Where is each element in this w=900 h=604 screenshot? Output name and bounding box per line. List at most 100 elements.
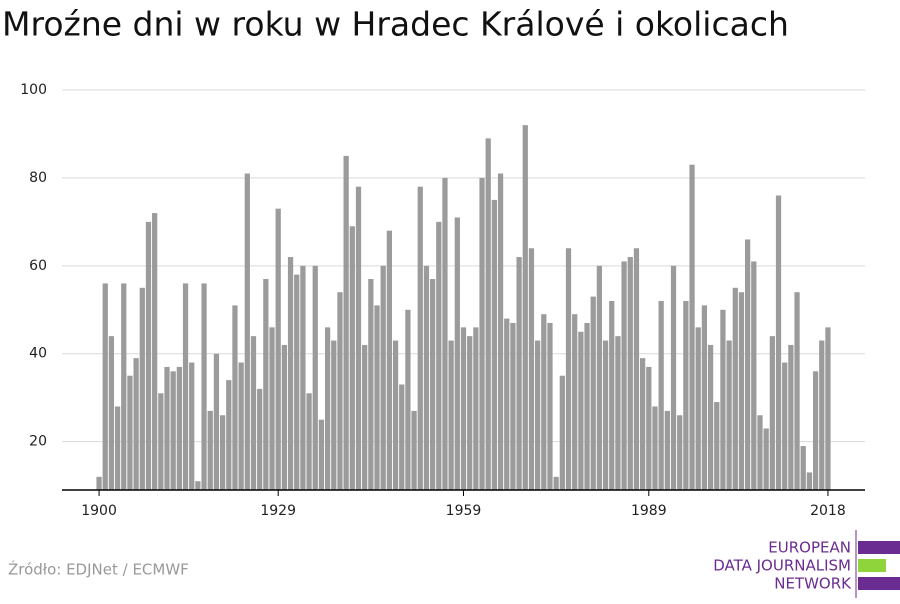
bar (782, 362, 788, 490)
bar (565, 248, 572, 490)
bar (312, 265, 318, 490)
bar (263, 279, 269, 490)
bar (528, 248, 535, 490)
bar (306, 393, 312, 490)
y-tick-label: 40 (29, 346, 47, 362)
bar (448, 340, 454, 490)
bar (757, 415, 763, 490)
bar (232, 305, 238, 490)
bar (102, 283, 108, 490)
bar (139, 287, 145, 490)
bar (460, 327, 467, 490)
bar (664, 410, 670, 490)
bar (429, 279, 436, 490)
bar (195, 481, 201, 490)
logo-text: NETWORK (774, 575, 852, 593)
bar (324, 327, 331, 490)
bar (275, 208, 281, 490)
bar (825, 327, 831, 490)
bar (108, 336, 115, 490)
bar (386, 230, 393, 490)
bar (442, 177, 448, 490)
bar (683, 300, 689, 490)
bar (726, 340, 732, 490)
bar (257, 388, 263, 490)
bar (516, 257, 522, 490)
bar (454, 217, 460, 490)
bar (769, 336, 775, 490)
bar (479, 177, 485, 490)
bar (485, 138, 491, 490)
bar (745, 239, 751, 490)
bar (269, 327, 275, 490)
bar (201, 283, 207, 490)
logo-bar (858, 577, 900, 590)
bar (819, 340, 825, 490)
bar (189, 362, 195, 490)
bar (343, 155, 349, 490)
bar (133, 358, 139, 490)
chart-title: Mroźne dni w roku w Hradec Králové i oko… (2, 5, 789, 44)
bar (145, 221, 152, 490)
bar (374, 305, 380, 490)
bar (775, 195, 782, 490)
bar (318, 419, 325, 490)
bar (96, 476, 102, 490)
bar (164, 366, 170, 490)
bar (640, 358, 646, 490)
bar (584, 322, 590, 490)
bar (572, 314, 578, 490)
bar (590, 296, 596, 490)
bar (182, 283, 189, 490)
bar (368, 279, 374, 490)
x-tick-label: 1989 (631, 503, 667, 519)
bar (800, 446, 806, 490)
bar (281, 344, 287, 490)
logo-bar (858, 541, 900, 554)
bar (300, 265, 306, 490)
bar (114, 406, 121, 490)
bar (207, 410, 213, 490)
bar (244, 173, 250, 490)
bar (399, 384, 405, 490)
bar (701, 305, 708, 490)
bar (602, 340, 609, 490)
bar (405, 309, 411, 490)
bar (633, 248, 640, 490)
bar (670, 265, 677, 490)
bar (411, 410, 417, 490)
bar (158, 393, 164, 490)
bar (812, 371, 819, 490)
bar (287, 257, 294, 490)
bar (553, 476, 559, 490)
bar (497, 173, 504, 490)
bar (152, 213, 158, 491)
bar (522, 125, 528, 491)
x-tick-label: 1929 (260, 503, 296, 519)
bar (380, 265, 386, 490)
bar (349, 226, 355, 490)
x-tick-label: 1900 (81, 503, 117, 519)
bar (707, 344, 714, 490)
bar (646, 366, 652, 490)
bar (473, 327, 479, 490)
bar (578, 331, 584, 490)
x-tick-label: 1959 (446, 503, 482, 519)
bar (504, 318, 510, 490)
bar (763, 428, 769, 490)
bar (392, 340, 399, 490)
bar (423, 265, 430, 490)
bar (467, 336, 473, 490)
bar (176, 366, 182, 490)
bar (170, 371, 176, 490)
logo-text: DATA JOURNALISM (713, 557, 851, 575)
bar (491, 199, 498, 490)
y-tick-label: 60 (29, 258, 47, 274)
bar (534, 340, 541, 490)
y-tick-label: 100 (20, 82, 47, 98)
bar (720, 309, 726, 490)
x-tick-label: 2018 (810, 503, 846, 519)
bar (751, 261, 757, 490)
bar (417, 186, 423, 490)
